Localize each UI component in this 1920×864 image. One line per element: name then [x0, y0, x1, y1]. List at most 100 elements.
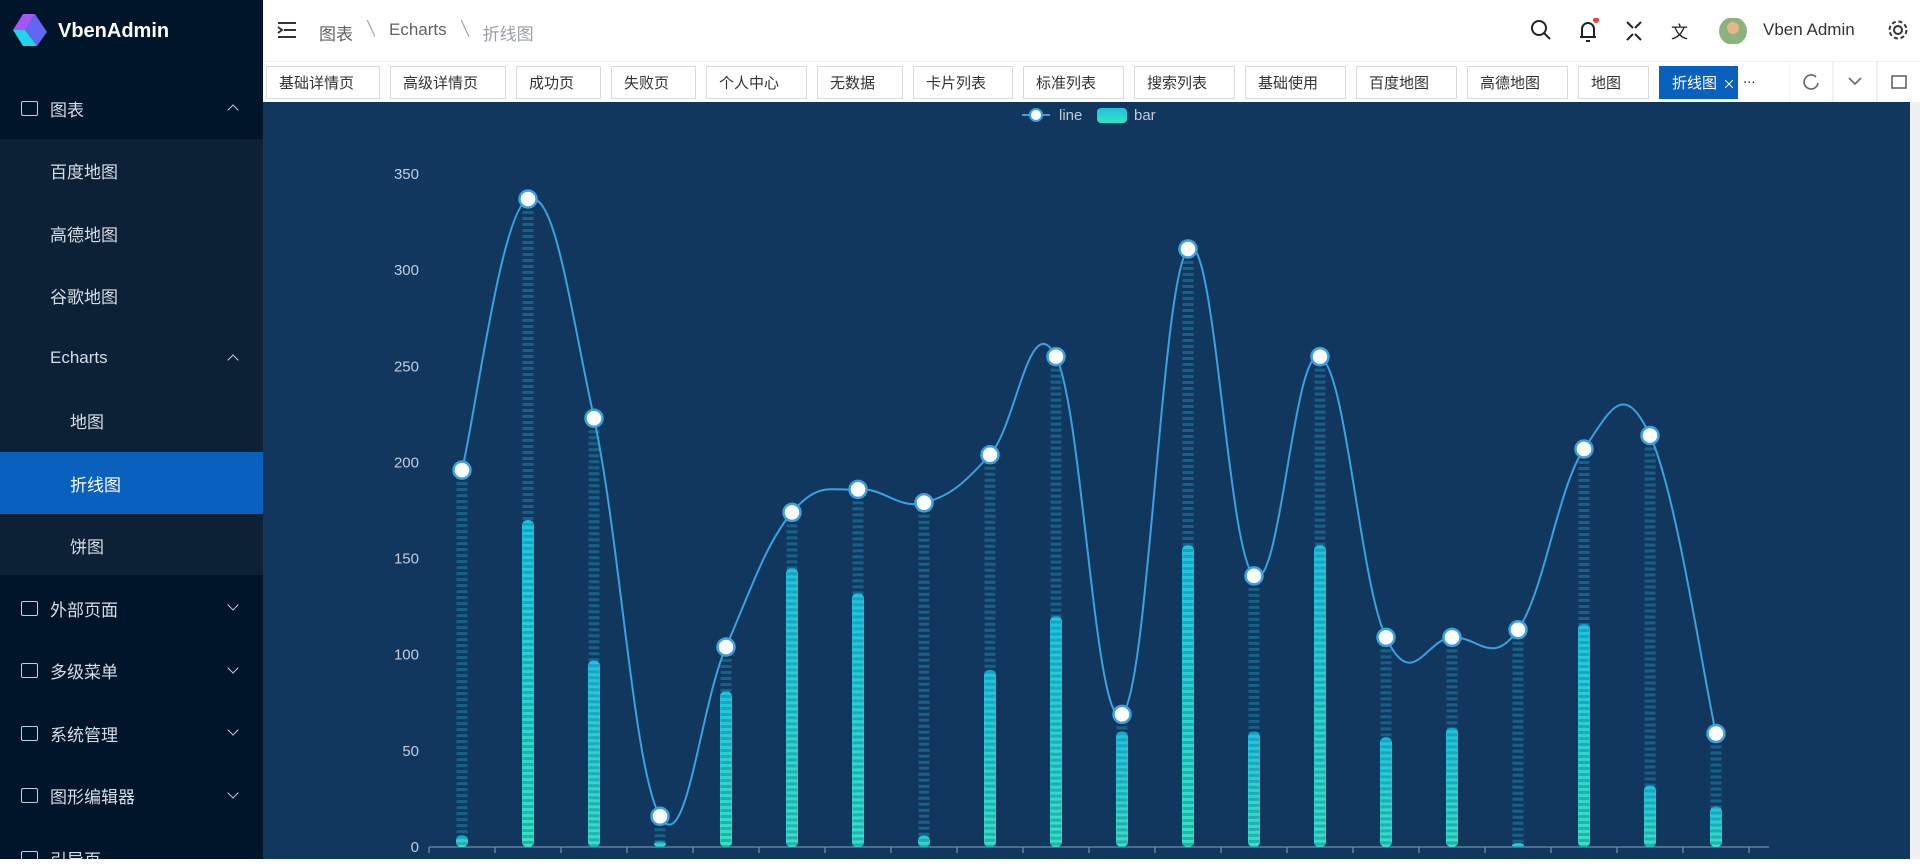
- y-tick-label: 50: [402, 743, 419, 760]
- breadcrumb-item[interactable]: 图表: [319, 25, 353, 44]
- point: [1442, 627, 1462, 648]
- legend-label: bar: [1134, 107, 1156, 124]
- tab[interactable]: 基础使用: [1245, 66, 1346, 99]
- tab[interactable]: 失败页: [611, 66, 696, 99]
- legend-label: line: [1059, 107, 1082, 124]
- point: [980, 444, 1000, 465]
- menu-label: 谷歌地图: [50, 288, 118, 307]
- svg-text:文: 文: [1671, 23, 1688, 42]
- tab[interactable]: 标准列表: [1023, 66, 1124, 99]
- menu-item[interactable]: 图表: [0, 77, 263, 139]
- point: [716, 637, 736, 657]
- chevron: [227, 661, 239, 674]
- point: [914, 493, 934, 513]
- menu-icon: [21, 100, 38, 116]
- menu-label: 饼图: [70, 538, 104, 557]
- breadcrumb-separator: [367, 20, 375, 37]
- tab[interactable]: 卡片列表: [913, 66, 1013, 99]
- menu-label: 系统管理: [50, 725, 118, 745]
- chart: 0 50 100 150 200 250 300 350 line bar: [263, 102, 1920, 859]
- chevron: [227, 599, 239, 611]
- point: [1706, 723, 1726, 744]
- menu-item[interactable]: 饼图: [0, 515, 263, 577]
- point: [650, 806, 670, 826]
- tab[interactable]: 基础详情页: [266, 66, 380, 99]
- point: [584, 408, 604, 428]
- point: [1244, 566, 1264, 586]
- bar: [522, 520, 534, 847]
- y-tick-label: 250: [394, 358, 419, 375]
- legend-symbol: [1097, 108, 1127, 123]
- menu-item[interactable]: Echarts: [0, 327, 263, 389]
- scrollbar: [1910, 102, 1920, 859]
- point: [1508, 619, 1528, 640]
- tab-close[interactable]: [1725, 80, 1733, 88]
- menu-item[interactable]: 百度地图: [0, 140, 263, 202]
- chevron: [227, 104, 239, 116]
- point: [1046, 346, 1066, 367]
- collapse-button[interactable]: [277, 21, 297, 39]
- bar: [1578, 623, 1590, 847]
- menu-item[interactable]: 外部页面: [0, 577, 263, 639]
- menu-label: 图形编辑器: [50, 788, 135, 807]
- point: [1310, 346, 1330, 367]
- menu-label: 外部页面: [50, 600, 118, 620]
- tab[interactable]: 个人中心: [706, 66, 807, 99]
- menu-item[interactable]: 多级菜单: [0, 640, 263, 702]
- sidebar: VbenAdmin 图表 百度地图 高德地图 谷歌地图 Echarts 地图 折线图 饼图 外部…: [0, 0, 263, 859]
- tab[interactable]: 成功页: [516, 66, 601, 99]
- menu-icon: [21, 663, 38, 678]
- y-tick-label: 350: [394, 166, 419, 183]
- point: [1376, 627, 1396, 648]
- y-tick-label: 100: [394, 647, 419, 664]
- breadcrumb: 图表 Echarts 折线图: [319, 20, 534, 45]
- tab[interactable]: 百度地图: [1356, 66, 1457, 99]
- point: [848, 479, 868, 500]
- menu-item[interactable]: 高德地图: [0, 202, 263, 264]
- menu-item[interactable]: 谷歌地图: [0, 265, 263, 327]
- tab[interactable]: 搜索列表: [1134, 66, 1235, 99]
- menu-label: 高德地图: [50, 225, 118, 245]
- point: [1178, 239, 1198, 259]
- menu-label: 引导页: [50, 846, 101, 860]
- menu-item[interactable]: 地图: [0, 390, 263, 452]
- chevron: [227, 724, 239, 736]
- breadcrumb-item[interactable]: 折线图: [482, 25, 534, 44]
- point: [1112, 704, 1132, 725]
- point: [1640, 425, 1660, 446]
- tab-bar: ... 基础详情页 高级详情页 成功页 失败页 个人中心 无数据 卡片列表 标准列表 搜索列表基…: [263, 62, 1920, 103]
- menu-item[interactable]: 系统管理: [0, 702, 263, 764]
- menu-item[interactable]: 引导页: [0, 827, 263, 859]
- header: 图表 Echarts 折线图 文 Vben Admin: [263, 0, 1920, 62]
- legend-symbol: [1029, 108, 1043, 122]
- y-tick-label: 0: [411, 839, 419, 856]
- more-tabs[interactable]: ...: [1743, 70, 1756, 87]
- tab[interactable]: 高德地图: [1467, 66, 1568, 99]
- chevron: [227, 354, 239, 366]
- chart-background: [263, 102, 1910, 859]
- menu-icon: [21, 850, 38, 859]
- tab[interactable]: 折线图: [1659, 66, 1738, 99]
- y-tick-label: 300: [394, 262, 419, 279]
- menu-label: 图表: [50, 100, 84, 120]
- tab[interactable]: 高级详情页: [390, 66, 506, 99]
- menu-icon: [21, 600, 38, 616]
- menu-item[interactable]: 图形编辑器: [0, 765, 263, 827]
- user-name[interactable]: Vben Admin: [1763, 20, 1855, 39]
- y-tick-label: 150: [394, 551, 419, 568]
- tab[interactable]: 无数据: [817, 66, 903, 99]
- tab-tools: [1789, 62, 1907, 102]
- menu-icon: [21, 725, 38, 741]
- settings-button[interactable]: [1887, 19, 1909, 41]
- header-icons: 文: [1531, 18, 1747, 44]
- menu-label: Echarts: [50, 348, 108, 367]
- chevron: [227, 786, 239, 799]
- breadcrumb-item[interactable]: Echarts: [389, 20, 447, 39]
- y-tick-label: 200: [394, 454, 419, 471]
- tab[interactable]: 地图: [1578, 66, 1649, 99]
- menu-icon: [21, 788, 38, 803]
- chart-panel: 0 50 100 150 200 250 300 350 line bar: [263, 102, 1920, 859]
- menu-item[interactable]: 折线图: [0, 452, 263, 514]
- logo-icon: [13, 14, 47, 46]
